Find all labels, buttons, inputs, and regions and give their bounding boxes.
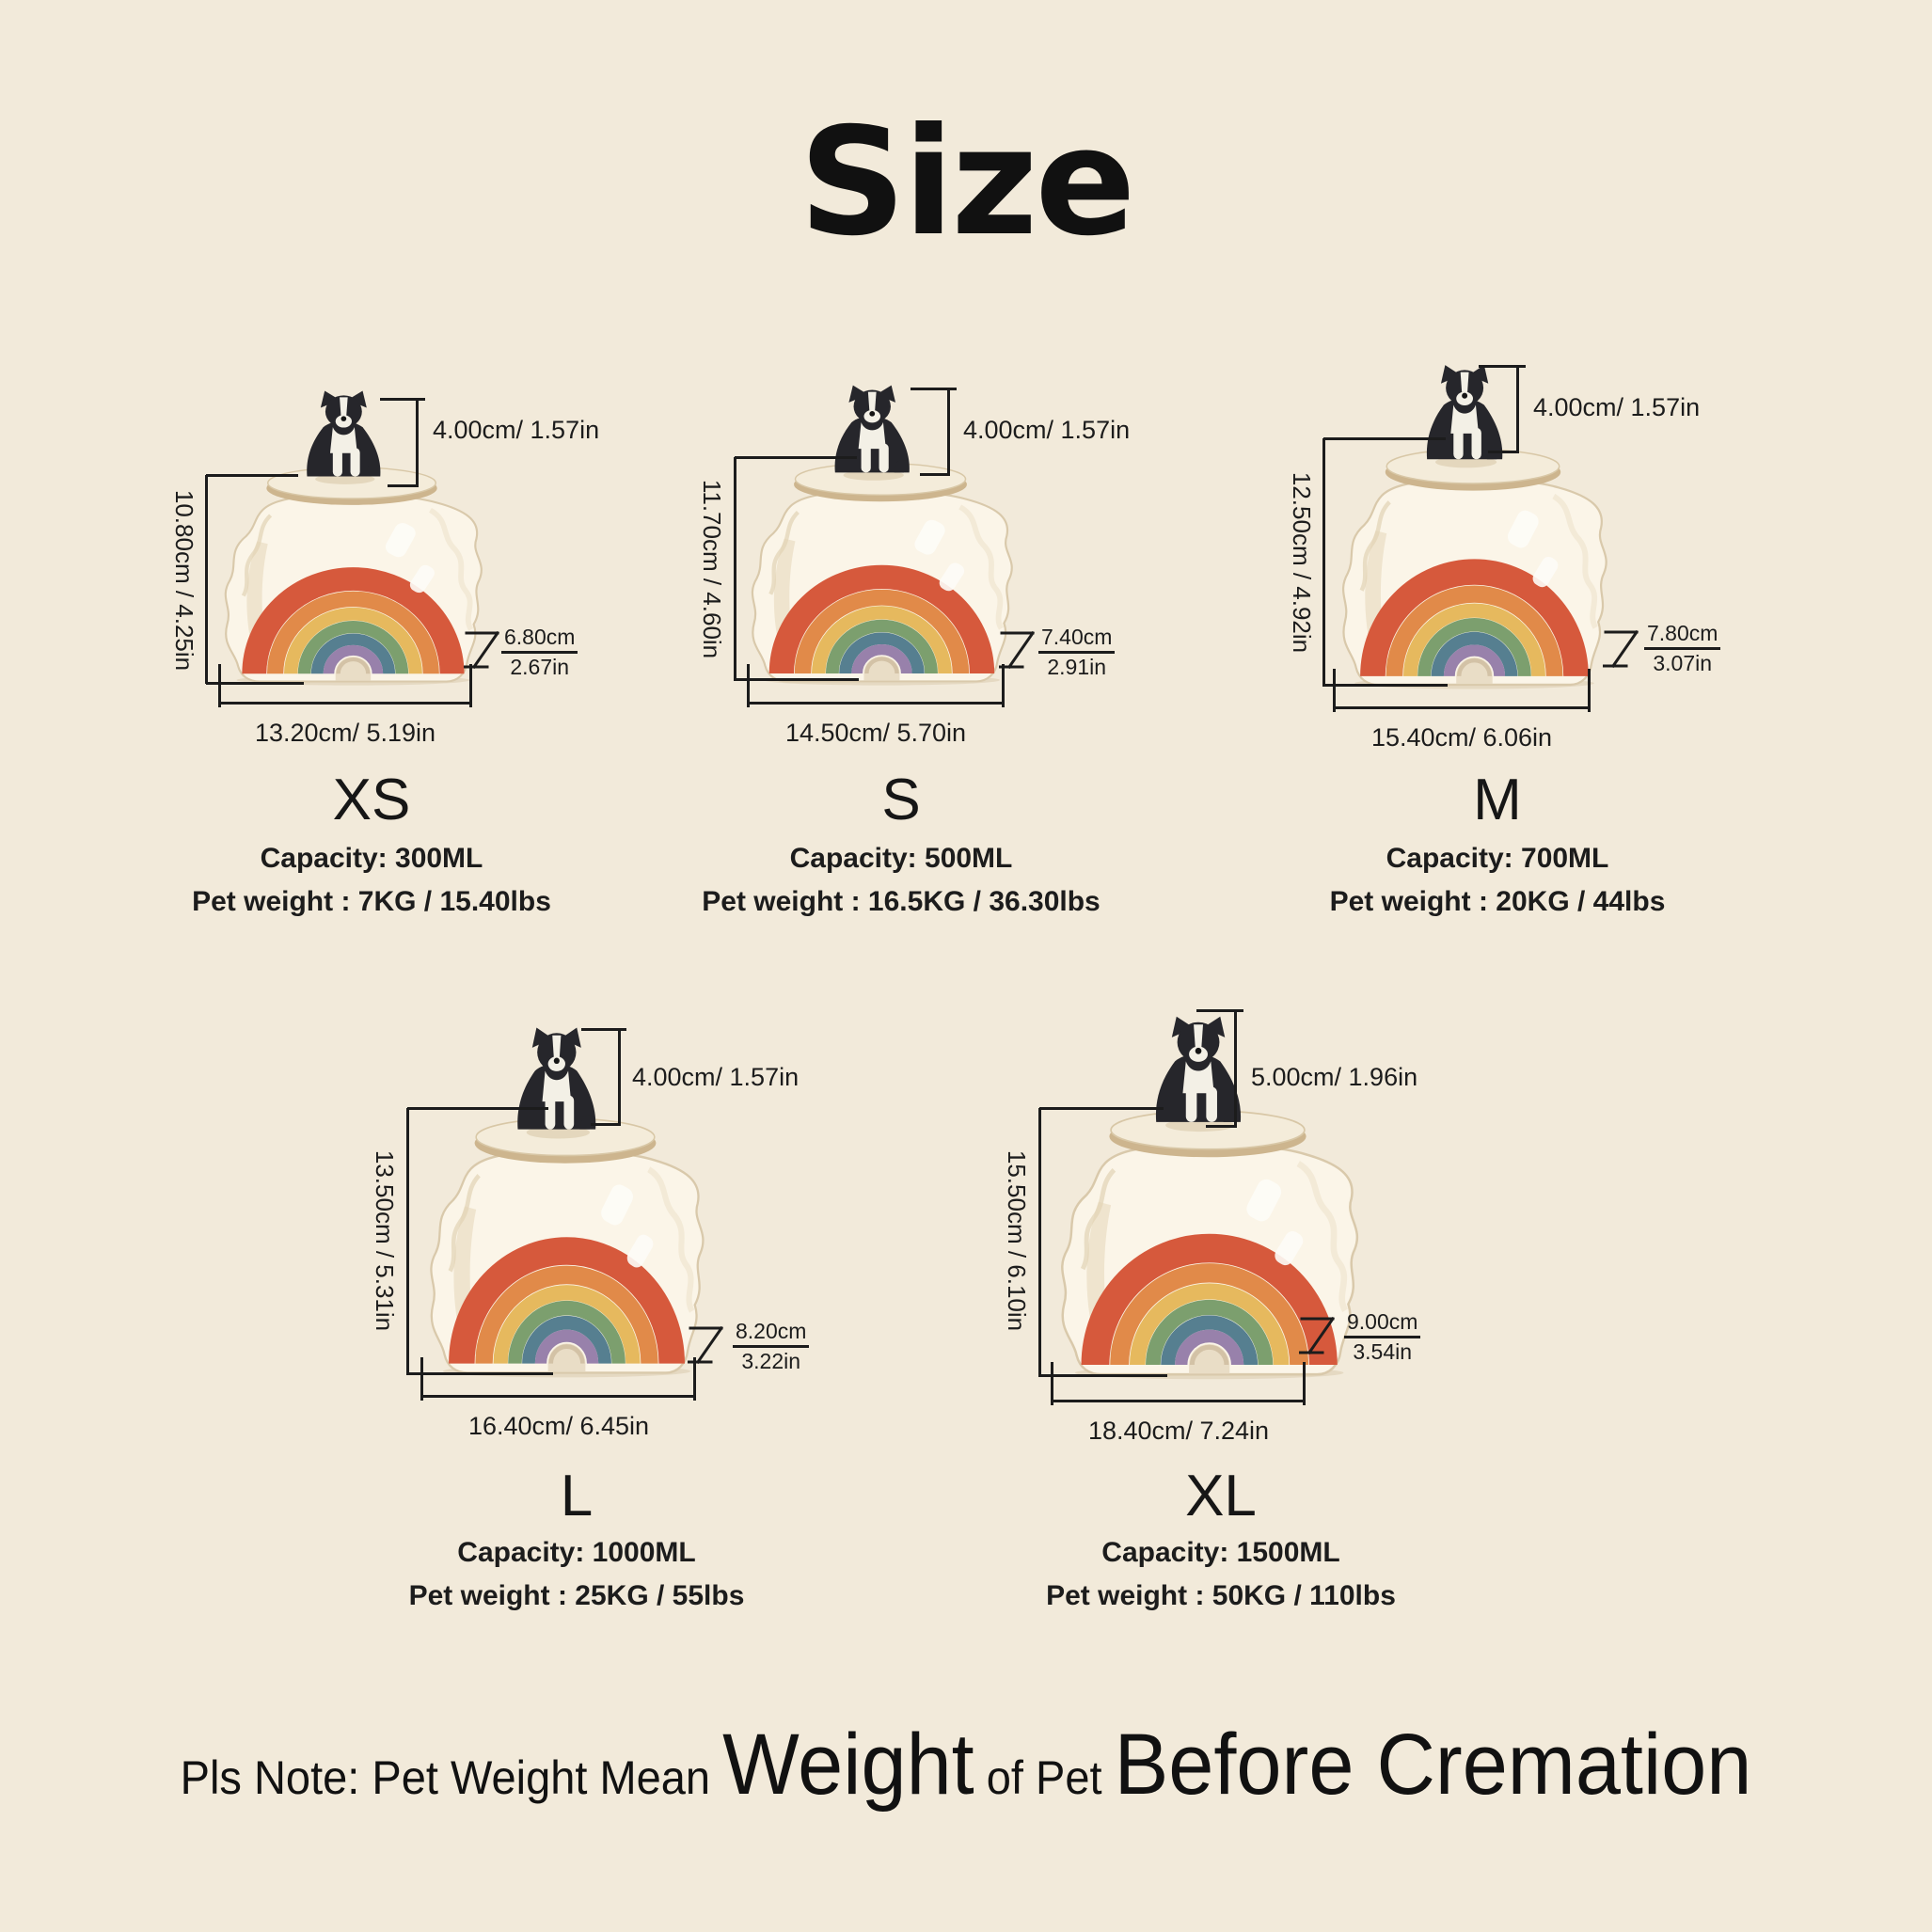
opening-dim-label: 7.40cm 2.91in bbox=[1038, 625, 1116, 680]
opening-cm: 6.80cm bbox=[501, 625, 578, 654]
width-label: 15.40cm/ 6.06in bbox=[1370, 723, 1553, 752]
dim-cap bbox=[206, 682, 304, 685]
figurine-height-dim-line bbox=[618, 1028, 621, 1126]
dim-cap bbox=[693, 1357, 696, 1401]
figurine-height-label: 4.00cm/ 1.57in bbox=[963, 416, 1131, 444]
dim-cap bbox=[469, 664, 472, 707]
size-label-s: S bbox=[881, 768, 921, 832]
dim-cap bbox=[1002, 664, 1005, 707]
body-height-dim-line bbox=[406, 1108, 409, 1375]
width-dim-line bbox=[219, 702, 471, 705]
dim-cap bbox=[747, 664, 750, 707]
dim-cap bbox=[1303, 1362, 1306, 1405]
opening-dim-label: 9.00cm 3.54in bbox=[1344, 1309, 1421, 1365]
dim-cap bbox=[591, 1123, 621, 1126]
dim-cap bbox=[1323, 437, 1446, 440]
dim-cap bbox=[420, 1357, 423, 1401]
dim-cap bbox=[1039, 1107, 1164, 1110]
width-dim-line bbox=[1334, 706, 1590, 709]
dim-cap bbox=[735, 678, 859, 681]
capacity-m: Capacity: 700ML bbox=[1386, 843, 1609, 874]
figurine-height-label: 5.00cm/ 1.96in bbox=[1251, 1063, 1418, 1091]
body-height-label: 10.80cm / 4.25in bbox=[170, 489, 198, 672]
figurine-height-dim-line bbox=[1234, 1009, 1237, 1128]
dim-cap bbox=[1588, 669, 1591, 712]
pet-weight-l: Pet weight : 25KG / 55lbs bbox=[408, 1580, 745, 1611]
capacity-xs: Capacity: 300ML bbox=[260, 843, 483, 874]
body-height-dim-line bbox=[205, 475, 208, 684]
width-label: 16.40cm/ 6.45in bbox=[467, 1412, 650, 1440]
figurine-height-label: 4.00cm/ 1.57in bbox=[1533, 393, 1701, 421]
dim-cap bbox=[206, 474, 298, 477]
width-label: 13.20cm/ 5.19in bbox=[254, 719, 436, 747]
width-label: 14.50cm/ 5.70in bbox=[784, 719, 967, 747]
note-prefix: Pls Note: Pet Weight Mean bbox=[180, 1751, 723, 1804]
dim-cap bbox=[1206, 1125, 1236, 1128]
opening-cm: 8.20cm bbox=[733, 1319, 810, 1348]
figurine-height-dim-line bbox=[1516, 365, 1519, 453]
dim-cap bbox=[380, 398, 425, 401]
figurine-height-dim-line bbox=[947, 388, 950, 476]
dim-cap bbox=[1479, 365, 1526, 368]
dim-cap bbox=[407, 1372, 553, 1375]
dim-cap bbox=[1488, 451, 1518, 453]
dim-cap bbox=[1039, 1374, 1167, 1377]
opening-dim-label: 7.80cm 3.07in bbox=[1644, 621, 1721, 676]
opening-in: 2.67in bbox=[510, 655, 570, 679]
dim-cap bbox=[911, 388, 957, 390]
dim-cap bbox=[1051, 1362, 1053, 1405]
opening-dim-label: 6.80cm 2.67in bbox=[501, 625, 578, 680]
opening-dim-mark bbox=[1603, 630, 1639, 668]
figurine-height-label: 4.00cm/ 1.57in bbox=[433, 416, 600, 444]
opening-in: 3.07in bbox=[1653, 651, 1713, 675]
size-label-xl: XL bbox=[1185, 1464, 1257, 1528]
dim-cap bbox=[1196, 1009, 1243, 1012]
opening-cm: 7.80cm bbox=[1644, 621, 1721, 650]
capacity-s: Capacity: 500ML bbox=[789, 843, 1013, 874]
dim-cap bbox=[735, 456, 857, 459]
note-middle: of Pet bbox=[974, 1751, 1115, 1804]
body-height-label: 12.50cm / 4.92in bbox=[1288, 471, 1316, 654]
opening-in: 3.22in bbox=[741, 1349, 801, 1373]
opening-dim-label: 8.20cm 3.22in bbox=[733, 1319, 810, 1374]
opening-in: 2.91in bbox=[1047, 655, 1107, 679]
size-label-l: L bbox=[560, 1464, 594, 1528]
opening-cm: 7.40cm bbox=[1038, 625, 1116, 654]
body-height-label: 15.50cm / 6.10in bbox=[1003, 1149, 1031, 1332]
opening-in: 3.54in bbox=[1353, 1339, 1413, 1364]
width-dim-line bbox=[748, 702, 1004, 705]
width-dim-line bbox=[1052, 1400, 1306, 1402]
width-dim-line bbox=[421, 1395, 696, 1398]
capacity-xl: Capacity: 1500ML bbox=[1101, 1537, 1340, 1568]
figurine-height-dim-line bbox=[416, 398, 419, 487]
pet-weight-xl: Pet weight : 50KG / 110lbs bbox=[1046, 1580, 1396, 1611]
bottom-note: Pls Note: Pet Weight Mean Weight of Pet … bbox=[58, 1716, 1875, 1814]
width-label: 18.40cm/ 7.24in bbox=[1087, 1417, 1270, 1445]
dim-cap bbox=[218, 664, 221, 707]
pet-weight-s: Pet weight : 16.5KG / 36.30lbs bbox=[702, 886, 1101, 917]
body-height-dim-line bbox=[1038, 1108, 1041, 1377]
dim-cap bbox=[1333, 669, 1336, 712]
body-height-dim-line bbox=[734, 457, 736, 681]
note-highlight-weight: Weight bbox=[722, 1717, 974, 1813]
dim-cap bbox=[407, 1107, 548, 1110]
opening-dim-mark bbox=[1299, 1317, 1335, 1354]
figurine-height-label: 4.00cm/ 1.57in bbox=[632, 1063, 800, 1091]
pet-weight-xs: Pet weight : 7KG / 15.40lbs bbox=[192, 886, 551, 917]
dim-cap bbox=[920, 473, 950, 476]
dim-cap bbox=[1323, 684, 1448, 687]
body-height-label: 11.70cm / 4.60in bbox=[698, 479, 726, 659]
size-label-m: M bbox=[1473, 768, 1522, 832]
body-height-dim-line bbox=[1322, 438, 1325, 687]
note-highlight-cremation: Before Cremation bbox=[1114, 1717, 1752, 1813]
opening-cm: 9.00cm bbox=[1344, 1309, 1421, 1338]
page-title: Size bbox=[799, 96, 1135, 269]
body-height-label: 13.50cm / 5.31in bbox=[371, 1149, 399, 1332]
dim-cap bbox=[388, 484, 418, 487]
size-label-xs: XS bbox=[332, 768, 411, 832]
pet-weight-m: Pet weight : 20KG / 44lbs bbox=[1329, 886, 1666, 917]
capacity-l: Capacity: 1000ML bbox=[457, 1537, 696, 1568]
dim-cap bbox=[581, 1028, 626, 1031]
